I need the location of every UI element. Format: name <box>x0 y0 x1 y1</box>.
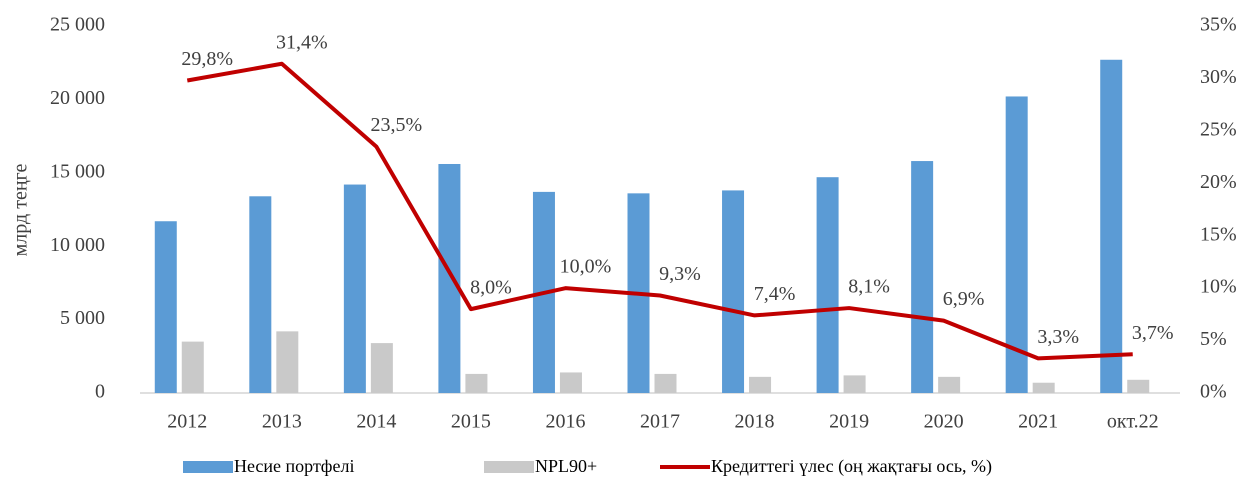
legend-swatch <box>183 461 233 473</box>
bar <box>843 375 866 393</box>
x-tick-label: 2014 <box>356 411 396 433</box>
data-label: 9,3% <box>659 263 701 285</box>
bar <box>370 343 393 393</box>
y-tick-label: 25 000 <box>50 14 105 36</box>
bar <box>154 221 177 393</box>
bar <box>465 373 488 393</box>
bar <box>722 190 745 393</box>
y-tick-label: 10 000 <box>50 234 105 256</box>
data-label: 31,4% <box>276 31 328 53</box>
bar <box>816 177 839 393</box>
bar <box>343 184 366 393</box>
data-label: 29,8% <box>181 48 233 70</box>
bar <box>911 161 934 393</box>
x-tick-label: 2021 <box>1018 411 1058 433</box>
data-label: 6,9% <box>943 288 985 310</box>
y-tick-label: 0 <box>95 381 105 403</box>
y-tick-label: 15 000 <box>50 160 105 182</box>
bar <box>276 331 299 393</box>
bar <box>749 376 772 393</box>
y2-tick-label: 0% <box>1200 381 1227 403</box>
bar <box>559 372 582 393</box>
bar <box>1100 59 1123 393</box>
bar <box>438 163 461 393</box>
legend-label: Кредиттегі үлес (оң жақтағы ось, %) <box>711 456 992 477</box>
bar <box>181 341 204 393</box>
y2-tick-label: 15% <box>1200 223 1237 245</box>
y2-tick-label: 10% <box>1200 276 1237 298</box>
x-tick-label: 2018 <box>735 411 775 433</box>
legend-label: NPL90+ <box>535 456 597 476</box>
y2-tick-label: 25% <box>1200 118 1237 140</box>
data-label: 8,0% <box>470 277 512 299</box>
bar <box>1032 382 1055 393</box>
line <box>186 61 1133 361</box>
x-tick-label: 2017 <box>640 411 680 433</box>
bar <box>1005 96 1028 394</box>
data-label: 10,0% <box>560 256 612 278</box>
data-label: 23,5% <box>371 114 423 136</box>
x-tick-label: окт.22 <box>1107 411 1159 433</box>
legend-swatch <box>484 461 534 473</box>
data-label: 7,4% <box>754 283 796 305</box>
data-label: 8,1% <box>848 276 890 298</box>
y2-tick-label: 35% <box>1200 14 1237 36</box>
bar <box>249 196 272 393</box>
y2-tick-label: 5% <box>1200 328 1227 350</box>
data-label: 3,3% <box>1037 326 1079 348</box>
x-tick-label: 2019 <box>829 411 869 433</box>
y2-tick-label: 20% <box>1200 171 1237 193</box>
legend-label: Несие портфелі <box>234 456 354 476</box>
bar <box>1127 379 1150 393</box>
y-axis-label: млрд теңге <box>10 164 32 257</box>
x-tick-label: 2016 <box>545 411 585 433</box>
x-tick-label: 2012 <box>167 411 207 433</box>
data-label: 3,7% <box>1132 322 1174 344</box>
x-tick-label: 2015 <box>451 411 491 433</box>
y-tick-label: 20 000 <box>50 87 105 109</box>
bar <box>654 373 677 393</box>
x-tick-label: 2020 <box>924 411 964 433</box>
y2-tick-label: 30% <box>1200 66 1237 88</box>
x-tick-label: 2013 <box>262 411 302 433</box>
bar <box>938 376 961 393</box>
y-tick-label: 5 000 <box>60 307 105 329</box>
